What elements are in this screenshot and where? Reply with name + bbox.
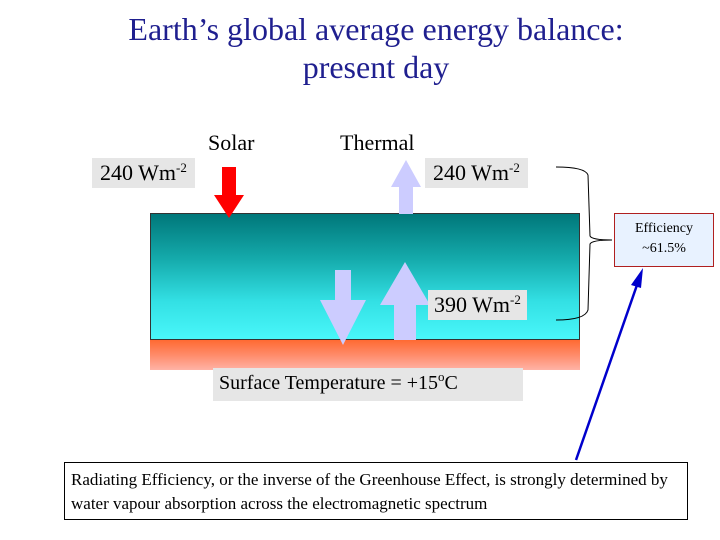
solar-label: Solar	[208, 130, 255, 155]
surface-temperature-text: Surface Temperature = +15	[219, 372, 439, 394]
thermal-flux-exponent: -2	[508, 160, 520, 175]
pointer-line	[574, 284, 639, 461]
efficiency-line-1: Efficiency	[634, 221, 694, 236]
surface-flux-label: 390 Wm-2	[428, 290, 527, 320]
surface-temperature-label: Surface Temperature = +15oC	[213, 368, 523, 401]
pointer-head	[631, 268, 643, 288]
back-radiation-arrow	[320, 270, 366, 345]
thermal-flux-value: 240 Wm	[433, 160, 509, 185]
title-line-2: present day	[302, 49, 450, 85]
surface-layer	[150, 340, 580, 370]
surface-emission-arrow	[380, 262, 430, 340]
solar-arrow	[214, 167, 244, 218]
title-line-1: Earth’s global average energy balance:	[128, 11, 624, 47]
caption-box: Radiating Efficiency, or the inverse of …	[64, 462, 688, 520]
efficiency-line-2: ~61.5%	[642, 241, 686, 256]
solar-flux-exponent: -2	[175, 160, 187, 175]
thermal-out-arrow	[391, 160, 421, 214]
surface-temperature-unit: C	[444, 372, 458, 394]
thermal-label: Thermal	[340, 130, 415, 155]
surface-flux-exponent: -2	[509, 292, 521, 307]
efficiency-bracket	[555, 166, 613, 321]
solar-flux-label: 240 Wm-2	[92, 158, 195, 188]
surface-flux-value: 390 Wm	[434, 292, 510, 317]
caption-text: Radiating Efficiency, or the inverse of …	[71, 470, 668, 513]
solar-flux-value: 240 Wm	[100, 160, 176, 185]
thermal-flux-label: 240 Wm-2	[425, 158, 528, 188]
degree-symbol: o	[438, 369, 445, 384]
page-title: Earth’s global average energy balance: p…	[0, 10, 720, 86]
efficiency-box: Efficiency ~61.5%	[614, 213, 714, 267]
